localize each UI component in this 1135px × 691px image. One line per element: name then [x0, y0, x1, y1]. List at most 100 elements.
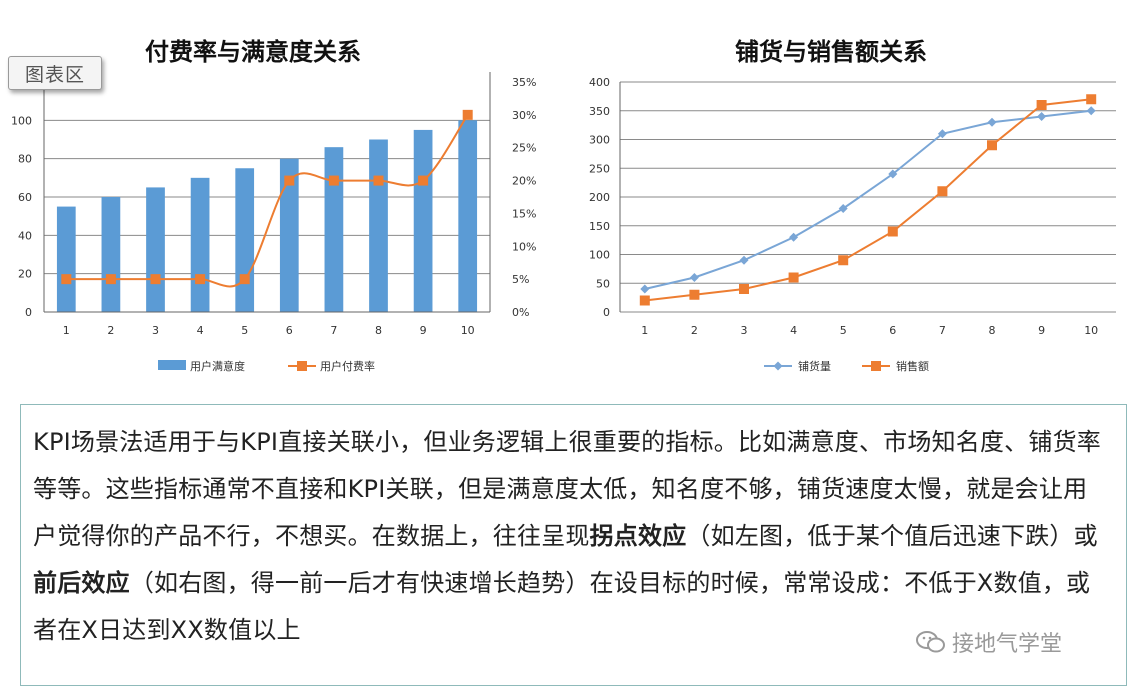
emphasis-before-after-effect: 前后效应 — [33, 569, 130, 597]
y-tick-label: 80 — [18, 153, 32, 166]
x-tick-label: 7 — [330, 324, 337, 337]
line-marker — [640, 284, 650, 294]
y2-tick-label: 20% — [512, 175, 536, 188]
right-chart-title: 铺货与销售额关系 — [735, 38, 927, 66]
line-marker — [1086, 94, 1097, 105]
line-marker — [150, 274, 161, 285]
text-part-3: （如右图，得一前一后才有快速增长趋势）在设目标的时候，常常设成：不低于X数值，或… — [33, 569, 1091, 644]
series-line-sales — [644, 98, 1092, 302]
line-marker — [462, 109, 473, 120]
line-marker — [987, 117, 997, 127]
line-marker — [789, 232, 799, 242]
y-tick-label: 0 — [25, 306, 32, 319]
x-tick-label: 7 — [939, 324, 946, 337]
y2-tick-label: 0% — [512, 306, 529, 319]
line-marker — [418, 175, 429, 186]
line-marker — [284, 175, 295, 186]
line-marker — [1036, 100, 1047, 110]
description-paragraph: KPI场景法适用于与KPI直接关联小，但业务逻辑上很重要的指标。比如满意度、市场… — [33, 419, 1110, 654]
legend-label: 用户满意度 — [190, 359, 245, 373]
x-tick-label: 2 — [107, 324, 114, 337]
legend-swatch-bar — [158, 360, 186, 370]
line-marker — [739, 284, 749, 294]
x-tick-label: 1 — [641, 324, 648, 337]
x-tick-label: 4 — [197, 324, 204, 337]
x-tick-label: 6 — [889, 324, 896, 337]
y-tick-label: 60 — [18, 191, 32, 204]
y-tick-label: 350 — [589, 105, 610, 118]
y-tick-label: 50 — [596, 277, 610, 290]
line-marker — [639, 295, 650, 306]
y2-tick-label: 25% — [512, 142, 536, 155]
line-marker — [937, 186, 948, 197]
line-marker — [888, 169, 898, 179]
line-marker — [105, 274, 116, 285]
line-marker — [195, 274, 206, 285]
line-marker — [887, 226, 898, 237]
legend-swatch-marker — [297, 361, 307, 371]
y-tick-label: 200 — [589, 191, 610, 204]
bar — [101, 197, 121, 312]
legend-label: 销售额 — [896, 359, 929, 373]
y2-tick-label: 5% — [512, 273, 529, 286]
left-chart: 0 20 40 60 80 100 0% 5% 10% 15% 20% 25% 30% 35% 1 2 3 4 5 6… — [11, 72, 536, 373]
x-tick-label: 2 — [691, 324, 698, 337]
x-tick-label: 4 — [790, 324, 797, 337]
x-tick-label: 6 — [286, 324, 293, 337]
bar — [324, 147, 344, 312]
line-marker — [328, 175, 339, 186]
bar — [235, 168, 255, 312]
line-marker — [689, 289, 700, 300]
line-marker — [1037, 112, 1047, 121]
legend-label: 铺货量 — [798, 359, 831, 373]
text-part-2: （如左图，低于某个值后迅速下跌）或 — [686, 522, 1098, 550]
line-marker — [689, 273, 699, 282]
x-tick-label: 3 — [152, 324, 159, 337]
left-chart-title: 付费率与满意度关系 — [145, 38, 361, 66]
emphasis-inflection-effect: 拐点效应 — [589, 522, 687, 550]
x-tick-label: 10 — [461, 324, 475, 337]
y-tick-label: 20 — [18, 268, 32, 281]
x-tick-label: 9 — [1038, 324, 1045, 337]
line-marker — [937, 129, 947, 139]
description-text-box: KPI场景法适用于与KPI直接关联小，但业务逻辑上很重要的指标。比如满意度、市场… — [20, 404, 1127, 686]
bar — [458, 120, 478, 312]
series-line-distribution — [644, 109, 1092, 290]
bar — [369, 139, 388, 312]
bar — [413, 129, 433, 312]
line-marker — [987, 140, 997, 151]
x-tick-label: 3 — [741, 324, 748, 337]
bar — [190, 177, 210, 312]
legend-swatch-marker — [773, 361, 783, 371]
bar — [146, 187, 165, 312]
x-tick-label: 8 — [375, 324, 382, 337]
y2-tick-label: 35% — [512, 76, 536, 89]
y2-tick-label: 15% — [512, 207, 536, 220]
line-marker — [838, 204, 848, 213]
x-tick-label: 1 — [63, 324, 70, 337]
line-marker — [1086, 106, 1096, 116]
watermark-text: 接地气学堂 — [952, 632, 1063, 657]
wechat-icon — [916, 631, 945, 653]
bar — [56, 206, 76, 312]
y-tick-label: 150 — [589, 220, 610, 233]
watermark: 接地气学堂 — [916, 626, 1062, 658]
y2-tick-label: 10% — [512, 240, 536, 253]
x-tick-label: 8 — [989, 324, 996, 337]
chart-area-tooltip: 图表区 — [8, 56, 102, 90]
line-marker — [838, 255, 849, 266]
y-tick-label: 0 — [603, 306, 610, 319]
y-tick-label: 400 — [589, 76, 610, 89]
y-tick-label: 100 — [11, 114, 32, 127]
y2-tick-label: 30% — [512, 109, 536, 122]
y-tick-label: 300 — [589, 134, 610, 147]
line-marker — [373, 175, 384, 186]
bar — [279, 158, 299, 312]
x-tick-label: 9 — [420, 324, 427, 337]
legend-swatch-marker — [871, 361, 881, 371]
x-tick-label: 10 — [1084, 324, 1098, 337]
text-part-1: KPI场景法适用于与KPI直接关联小，但业务逻辑上很重要的指标。比如满意度、市场… — [33, 428, 1101, 550]
legend-label: 用户付费率 — [320, 359, 375, 373]
x-tick-label: 5 — [241, 324, 248, 337]
series-line-payment-rate — [66, 114, 469, 288]
